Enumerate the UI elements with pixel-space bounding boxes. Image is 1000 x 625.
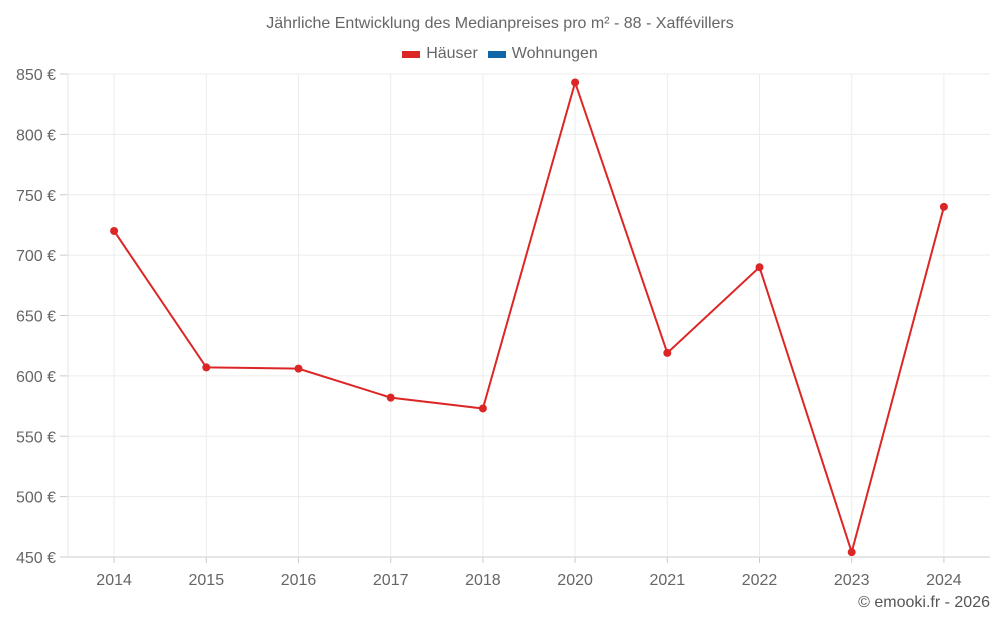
data-point-haeuser — [202, 363, 211, 372]
series-line-haeuser — [113, 79, 945, 556]
x-tick-label: 2024 — [926, 572, 962, 589]
data-point-haeuser — [571, 78, 580, 87]
x-tick-label: 2023 — [834, 572, 870, 589]
credit: © emooki.fr - 2026 — [858, 594, 990, 611]
x-tick-label: 2018 — [465, 572, 501, 589]
legend-swatch-wohnungen — [487, 50, 506, 58]
data-point-haeuser — [110, 226, 119, 235]
chart-title: Jährliche Entwicklung des Medianpreises … — [266, 15, 734, 32]
y-tick-label: 550 € — [16, 429, 56, 446]
data-point-haeuser — [478, 404, 487, 413]
y-tick-label: 850 € — [16, 67, 56, 84]
x-tick-label: 2021 — [650, 572, 686, 589]
y-tick-label: 600 € — [16, 369, 56, 386]
legend-item-wohnungen[interactable]: Wohnungen — [487, 45, 598, 63]
x-tick-label: 2017 — [373, 572, 409, 589]
data-point-haeuser — [386, 393, 395, 402]
x-tick-label: 2020 — [557, 572, 593, 589]
x-tick-label: 2015 — [189, 572, 225, 589]
y-tick-label: 750 € — [16, 188, 56, 205]
x-tick-label: 2014 — [96, 572, 132, 589]
x-tick-label: 2016 — [281, 572, 317, 589]
data-point-haeuser — [939, 202, 948, 211]
y-tick-label: 650 € — [16, 309, 56, 326]
legend-swatch-haeuser — [402, 50, 421, 58]
legend-label-wohnungen: Wohnungen — [511, 45, 598, 62]
data-point-haeuser — [663, 348, 672, 357]
data-point-haeuser — [294, 364, 303, 373]
x-tick-label: 2022 — [742, 572, 778, 589]
y-tick-label: 700 € — [16, 248, 56, 265]
legend: Häuser Wohnungen — [0, 45, 1000, 63]
legend-label-haeuser: Häuser — [426, 45, 478, 62]
data-point-haeuser — [847, 548, 856, 557]
legend-item-haeuser[interactable]: Häuser — [402, 45, 478, 63]
y-tick-label: 800 € — [16, 127, 56, 144]
data-point-haeuser — [755, 263, 764, 272]
y-tick-label: 450 € — [16, 550, 56, 567]
y-tick-label: 500 € — [16, 490, 56, 507]
